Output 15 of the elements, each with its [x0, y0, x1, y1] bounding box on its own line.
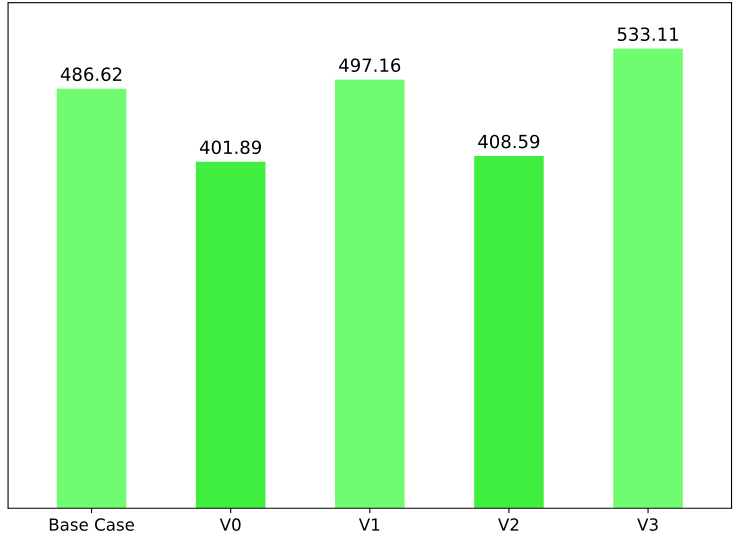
- x-tick-label: V1: [358, 518, 380, 531]
- bar: [474, 156, 544, 508]
- data-label: 408.59: [478, 134, 540, 148]
- bar: [56, 88, 126, 508]
- data-label: 401.89: [200, 140, 261, 154]
- x-tick-label: V3: [637, 518, 658, 531]
- x-tick-label: V2: [498, 518, 518, 531]
- bar: [613, 48, 683, 508]
- bar: [196, 162, 266, 508]
- data-label: 497.16: [339, 58, 400, 72]
- data-label: 533.11: [618, 27, 678, 42]
- x-tick-label: V0: [220, 518, 241, 531]
- bar: [335, 80, 405, 508]
- x-tick-label: Base Case: [50, 518, 134, 531]
- data-label: 486.62: [60, 67, 122, 82]
